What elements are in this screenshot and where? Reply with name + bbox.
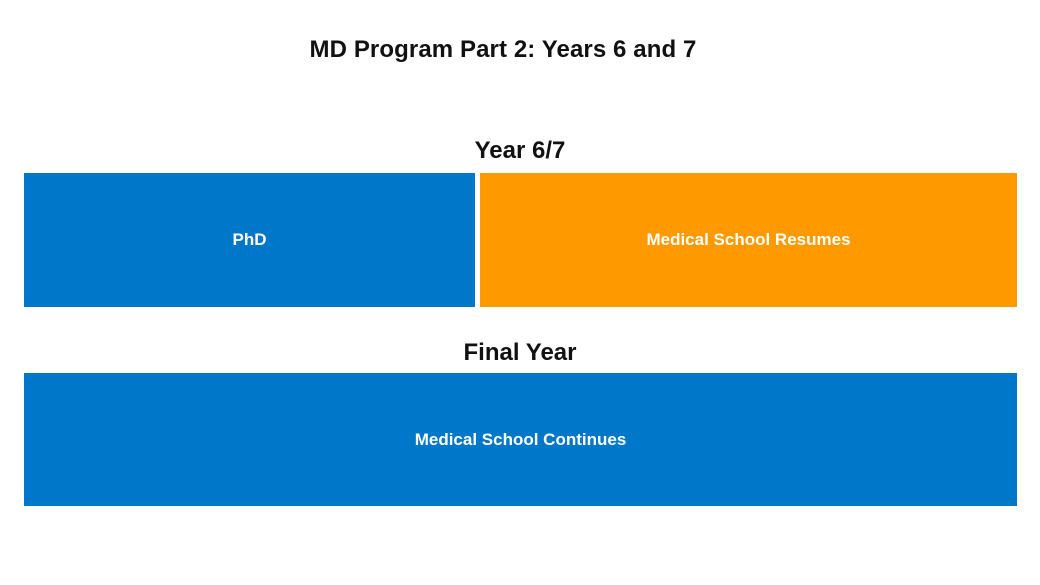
section-heading: Year 6/7 [474, 137, 566, 164]
block-phd: PhD [24, 173, 475, 307]
block-label: PhD [232, 230, 267, 249]
diagram-title: MD Program Part 2: Years 6 and 7 [309, 36, 697, 63]
block-medical-school-continues: Medical School Continues [24, 373, 1017, 506]
block-medical-school-resumes: Medical School Resumes [480, 173, 1017, 307]
block-label: Medical School Resumes [646, 230, 851, 249]
section-heading: Final Year [463, 339, 577, 366]
block-label: Medical School Continues [414, 429, 627, 449]
